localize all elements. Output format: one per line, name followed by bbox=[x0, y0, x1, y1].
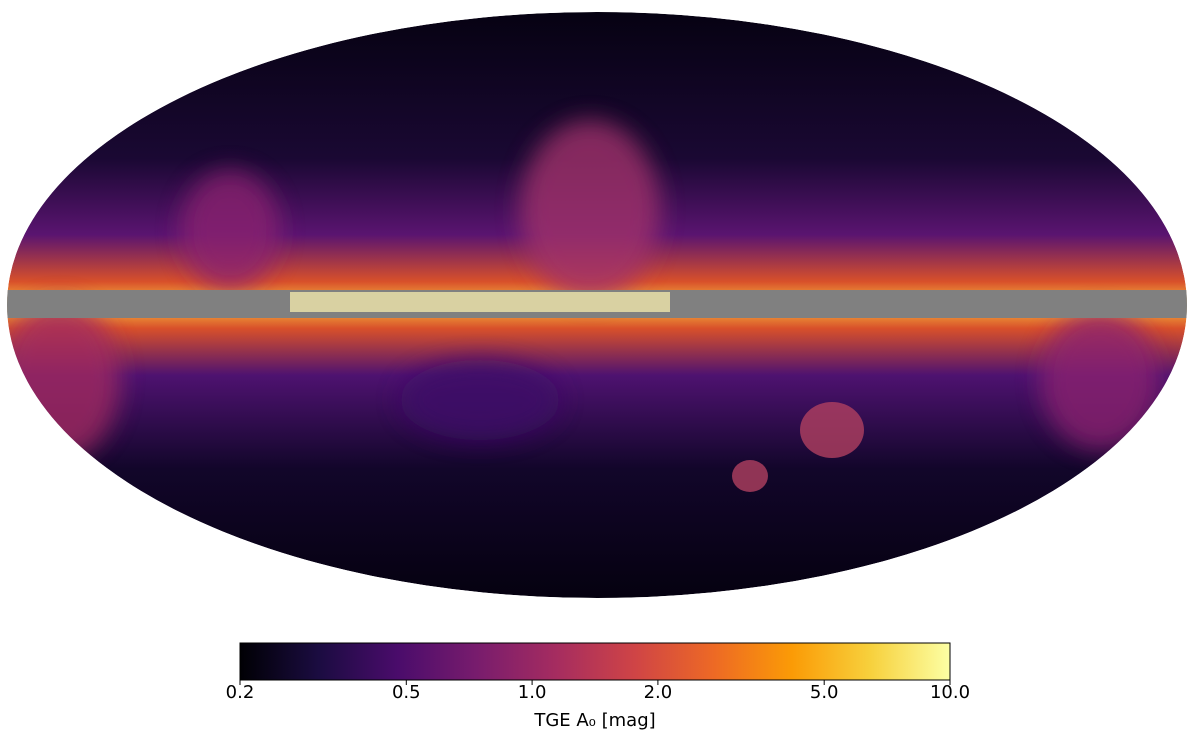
colorbar-tick-label: 0.2 bbox=[226, 682, 255, 703]
colorbar-tick-label: 2.0 bbox=[644, 682, 673, 703]
colorbar-tick-label: 5.0 bbox=[810, 682, 839, 703]
colorbar-tick-label: 0.5 bbox=[392, 682, 421, 703]
sky-map bbox=[7, 12, 1187, 598]
colorbar-tick-label: 1.0 bbox=[518, 682, 547, 703]
colorbar: 0.2 0.5 1.0 2.0 5.0 10.0 TGE A₀ [mag] bbox=[226, 642, 970, 731]
colorbar-tick-label: 10.0 bbox=[930, 682, 970, 703]
colorbar-fill bbox=[239, 642, 951, 681]
colorbar-label: TGE A₀ [mag] bbox=[533, 710, 655, 731]
